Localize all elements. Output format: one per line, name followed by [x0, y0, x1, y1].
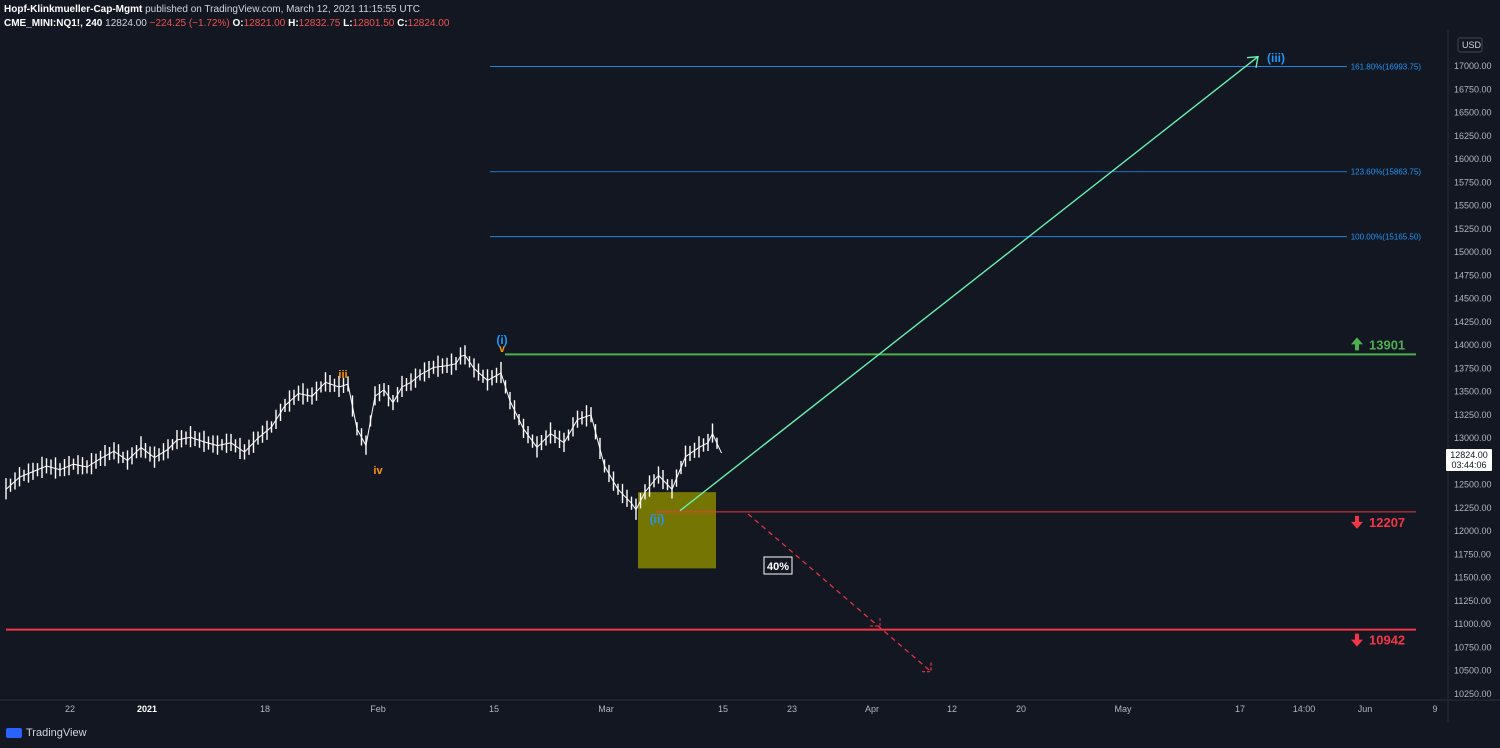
x-tick-label: 20	[1016, 704, 1026, 714]
wave-label[interactable]: iii	[338, 369, 347, 381]
symbol-name[interactable]: CME_MINI:NQ1!, 240	[4, 18, 103, 29]
price-line[interactable]	[5, 354, 722, 511]
y-tick-label: 13250.00	[1454, 410, 1492, 420]
y-tick-label: 12250.00	[1454, 503, 1492, 513]
high-value: 12832.75	[298, 18, 341, 29]
wave-label[interactable]: v	[499, 343, 506, 355]
y-tick-label: 14000.00	[1454, 340, 1492, 350]
x-tick-label: Jun	[1358, 704, 1373, 714]
ohlc-line: CME_MINI:NQ1!, 240 12824.00 −224.25 (−1.…	[4, 17, 449, 31]
percent-label-box[interactable]	[763, 556, 793, 575]
last-price: 12824.00	[105, 18, 147, 29]
y-tick-label: 15500.00	[1454, 201, 1492, 211]
price-chart[interactable]: 10250.00 10500.00 10750.00 11000.00 11250.00…	[0, 0, 1500, 722]
y-tick-label: 14750.00	[1454, 270, 1492, 280]
y-tick-label: 10250.00	[1454, 689, 1492, 699]
bar-countdown: 03:44:06	[1451, 460, 1486, 470]
y-tick-label: 11500.00	[1454, 573, 1491, 583]
arrowhead-icon	[1246, 55, 1259, 68]
target-marker	[870, 616, 881, 627]
wave-label[interactable]: iv	[373, 465, 383, 477]
arrowhead-icon	[922, 662, 932, 673]
open-value: 12821.00	[243, 18, 286, 29]
x-tick-label: Apr	[865, 704, 879, 714]
y-tick-label: 12500.00	[1454, 480, 1492, 490]
y-tick-label: 15000.00	[1454, 247, 1492, 257]
current-price-value: 12824.00	[1450, 450, 1488, 460]
x-tick-label: 12	[947, 704, 957, 714]
y-tick-label: 11750.00	[1454, 549, 1491, 559]
x-tick-label: 14:00	[1293, 704, 1316, 714]
close-value: 12824.00	[407, 18, 450, 29]
y-tick-label: 16000.00	[1454, 154, 1492, 164]
price-change: −224.25 (−1.72%)	[149, 18, 230, 29]
x-tick-label: 9	[1432, 704, 1437, 714]
x-tick-label: 23	[787, 704, 797, 714]
fib-level-label: 161.80%(16993.75)	[1351, 63, 1422, 72]
target-zone-box[interactable]	[638, 492, 716, 569]
arrow-up-icon	[1351, 337, 1363, 351]
y-tick-label: 11250.00	[1454, 596, 1491, 606]
y-tick-label: 10500.00	[1454, 666, 1492, 676]
x-tick-label: 15	[718, 704, 728, 714]
y-tick-label: 16750.00	[1454, 84, 1492, 94]
x-tick-label: 18	[260, 704, 270, 714]
level-label: 12207	[1369, 515, 1405, 530]
current-price-tag[interactable]	[1446, 449, 1492, 471]
fib-level-label: 100.00%(15165.50)	[1351, 233, 1422, 242]
publish-info: published on TradingView.com, March 12, …	[142, 4, 420, 15]
y-tick-label: 17000.00	[1454, 61, 1492, 71]
y-tick-label: 14500.00	[1454, 294, 1492, 304]
author-name[interactable]: Hopf-Klinkmueller-Cap-Mgmt	[4, 4, 143, 15]
y-tick-label: 14250.00	[1454, 317, 1492, 327]
low-value: 12801.50	[352, 18, 395, 29]
level-label: 10942	[1369, 633, 1405, 648]
arrow-down-icon	[1351, 633, 1363, 647]
footer	[0, 722, 1500, 748]
x-tick-label: 15	[489, 704, 499, 714]
arrow-down-icon	[1351, 515, 1363, 529]
projection-up-arrow[interactable]	[679, 56, 1259, 512]
brand-name: TradingView	[26, 727, 87, 739]
axis-unit-label[interactable]: USD	[1462, 40, 1482, 50]
price-candles[interactable]	[5, 345, 718, 520]
high-label: H:	[288, 18, 299, 29]
y-tick-label: 15750.00	[1454, 177, 1492, 187]
publisher-line: Hopf-Klinkmueller-Cap-Mgmt published on …	[4, 3, 449, 17]
x-tick-label: 17	[1235, 704, 1245, 714]
y-tick-label: 16250.00	[1454, 131, 1492, 141]
wave-label[interactable]: (iii)	[1267, 51, 1285, 65]
y-tick-label: 13500.00	[1454, 387, 1492, 397]
wave-label[interactable]: (i)	[496, 333, 507, 347]
fib-level-label: 123.60%(15863.75)	[1351, 168, 1422, 177]
open-label: O:	[232, 18, 244, 29]
x-tick-label: Mar	[598, 704, 614, 714]
low-label: L:	[343, 18, 353, 29]
percent-label: 40%	[767, 561, 789, 573]
y-tick-label: 12000.00	[1454, 526, 1492, 536]
x-tick-label: 2021	[137, 704, 157, 714]
x-tick-label: 22	[65, 704, 75, 714]
level-label: 13901	[1369, 337, 1405, 352]
y-tick-label: 11000.00	[1454, 619, 1491, 629]
y-tick-label: 15250.00	[1454, 224, 1492, 234]
x-tick-label: Feb	[370, 704, 386, 714]
wave-label[interactable]: (ii)	[650, 512, 665, 526]
y-tick-label: 10750.00	[1454, 642, 1492, 652]
y-tick-label: 13000.00	[1454, 433, 1492, 443]
y-tick-label: 13750.00	[1454, 363, 1492, 373]
tradingview-logo[interactable]: TradingView	[6, 727, 87, 739]
x-tick-label: May	[1114, 704, 1132, 714]
tradingview-logo-icon	[6, 728, 22, 738]
y-tick-label: 16500.00	[1454, 108, 1492, 118]
unit-box[interactable]	[1457, 37, 1483, 53]
chart-header: Hopf-Klinkmueller-Cap-Mgmt published on …	[4, 3, 449, 31]
close-label: C:	[397, 18, 408, 29]
projection-down-arrow[interactable]	[747, 513, 932, 673]
